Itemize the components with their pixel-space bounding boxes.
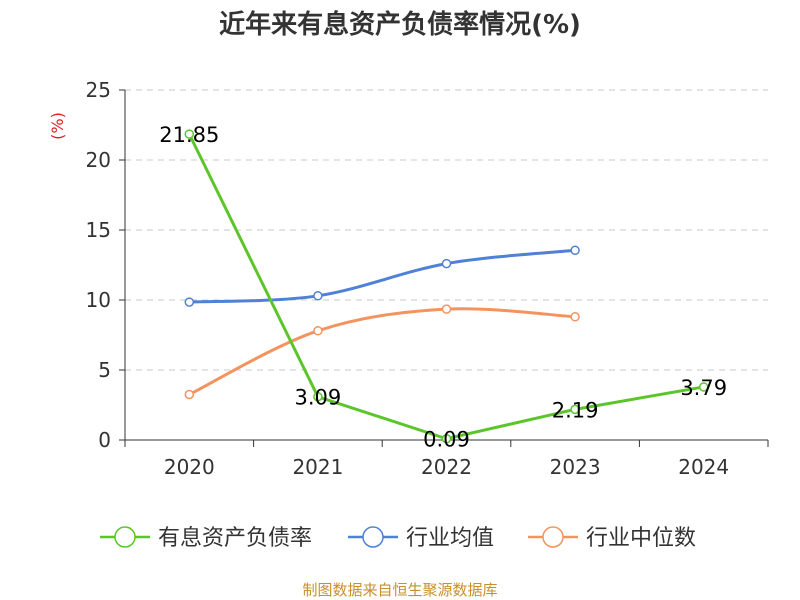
series-line-1 [189, 248, 576, 304]
data-point-1 [570, 245, 580, 256]
gridlines [125, 89, 768, 371]
data-point-2 [441, 304, 452, 314]
legend-marker [542, 526, 564, 548]
legend-marker [362, 526, 384, 548]
y-axis-unit: (%) [48, 112, 67, 140]
legend-item-0[interactable]: 有息资产负债率 [100, 526, 312, 551]
source-note: 制图数据来自恒生聚源数据库 [302, 581, 497, 599]
series-line-0 [187, 133, 704, 441]
legend-item-2[interactable]: 行业中位数 [528, 526, 696, 551]
legend-label: 有息资产负债率 [158, 526, 312, 551]
x-tick-label: 2021 [292, 455, 343, 479]
data-point-0 [313, 391, 323, 402]
data-point-1 [313, 291, 323, 301]
data-label: 2.19 [552, 398, 599, 422]
data-point-1 [441, 258, 452, 269]
x-tick-label: 2023 [550, 455, 601, 479]
data-point-0 [570, 404, 580, 415]
data-point-0 [441, 433, 452, 444]
data-labels: 21.85 3.09 0.09 2.19 3.79 [159, 123, 727, 452]
y-tick-label: 20 [86, 148, 111, 172]
series-group [184, 129, 709, 444]
y-tick-label: 25 [86, 78, 111, 102]
x-tick-label: 2022 [421, 455, 472, 479]
y-tick-label: 5 [98, 358, 111, 382]
chart-title: 近年来有息资产负债率情况(%) [219, 9, 581, 40]
legend-item-1[interactable]: 行业均值 [348, 526, 494, 551]
y-tick-label: 0 [98, 428, 111, 452]
series-line-2 [188, 307, 576, 396]
data-label: 21.85 [159, 123, 219, 147]
legend-label: 行业中位数 [586, 526, 696, 551]
data-point-2 [184, 389, 195, 400]
data-point-1 [184, 297, 195, 307]
legend[interactable]: 有息资产负债率 行业均值 行业中位数 [100, 526, 696, 551]
legend-label: 行业均值 [406, 526, 494, 551]
legend-marker [114, 526, 136, 548]
y-tick-label: 15 [86, 218, 111, 242]
x-tick-label: 2020 [164, 455, 215, 479]
data-label: 0.09 [423, 428, 470, 452]
data-point-0 [184, 129, 195, 139]
data-point-0 [698, 382, 709, 392]
data-label: 3.79 [680, 376, 727, 400]
data-point-2 [313, 326, 323, 336]
data-point-2 [570, 312, 580, 322]
x-tick-label: 2024 [678, 455, 729, 479]
y-tick-label: 10 [86, 288, 111, 312]
data-label: 3.09 [295, 386, 342, 410]
